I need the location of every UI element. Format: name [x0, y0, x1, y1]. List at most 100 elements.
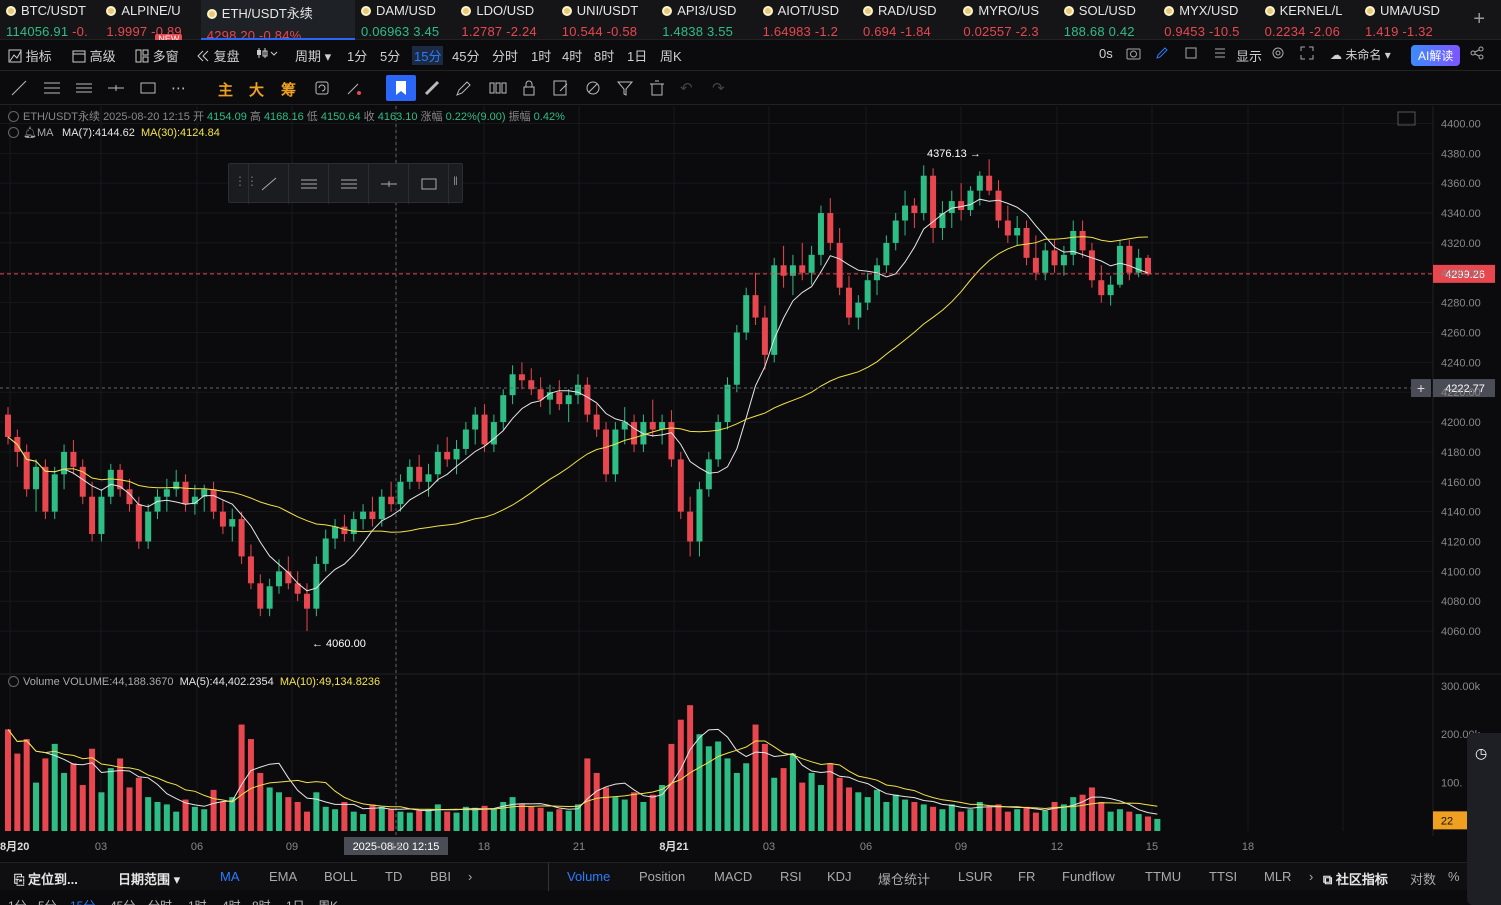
undo-icon[interactable]: ↶ — [680, 80, 693, 97]
candle-body[interactable] — [294, 583, 301, 594]
candle-body[interactable] — [724, 384, 731, 423]
candle-body[interactable] — [659, 422, 666, 430]
candle-body[interactable] — [715, 422, 722, 460]
candle-body[interactable] — [1023, 227, 1030, 258]
camera-icon[interactable] — [1126, 46, 1141, 61]
candle-body[interactable] — [827, 213, 834, 243]
candle-body[interactable] — [612, 429, 619, 475]
candle-body[interactable] — [490, 422, 497, 445]
bottom-period-6[interactable]: 4时 — [222, 897, 241, 905]
sub-ind-4[interactable]: KDJ — [827, 869, 852, 884]
collapse-icon[interactable] — [8, 676, 19, 687]
period-8[interactable]: 1日 — [627, 49, 648, 64]
collapse-icon[interactable] — [8, 111, 19, 122]
candle-body[interactable] — [61, 451, 68, 475]
ticker-tab-9[interactable]: MYRO/US 0.02557 -2.3 — [957, 0, 1058, 40]
float-rect-icon[interactable] — [408, 164, 448, 204]
main-ind-ema[interactable]: EMA — [269, 869, 298, 884]
candle-body[interactable] — [593, 414, 600, 430]
candle-body[interactable] — [556, 392, 563, 405]
sub-ind-3[interactable]: RSI — [780, 869, 802, 884]
candle-body[interactable] — [425, 474, 432, 482]
float-more-icon[interactable]: ‖ — [448, 164, 463, 204]
candle-body[interactable] — [780, 265, 787, 276]
candle-body[interactable] — [668, 422, 675, 460]
bottom-period-7[interactable]: 8时 — [252, 897, 271, 905]
candle-body[interactable] — [546, 392, 553, 400]
ticker-tab-7[interactable]: AIOT/USD 1.64983 -1.2 — [757, 0, 858, 40]
candle-body[interactable] — [705, 459, 712, 490]
candle-body[interactable] — [107, 469, 114, 497]
candle-body[interactable] — [902, 205, 909, 221]
sub-ind-9[interactable]: TTMU — [1145, 869, 1182, 884]
candle-body[interactable] — [1107, 284, 1114, 296]
price-chart[interactable]: 4299.26 4222.77 +2025-08-20 12:15 4376.13 →… — [0, 106, 1501, 861]
ticker-tab-2[interactable]: ETH/USDT永续 4298.20 -0.84% — [200, 0, 355, 40]
candle-body[interactable] — [528, 380, 535, 390]
candle-body[interactable] — [462, 429, 469, 449]
bottom-period-4[interactable]: 分时 — [148, 897, 172, 905]
candle-body[interactable] — [210, 489, 217, 512]
candle-body[interactable] — [836, 242, 843, 288]
replay-button[interactable]: 复盘 — [196, 46, 240, 65]
bottom-period-2[interactable]: 15分 — [70, 897, 95, 905]
candle-body[interactable] — [799, 265, 806, 273]
candle-body[interactable] — [5, 414, 11, 437]
indicators-button[interactable]: 指标 — [8, 46, 52, 65]
candle-body[interactable] — [603, 429, 610, 475]
layout-name-dropdown[interactable]: ☁ 未命名 ▾ — [1330, 46, 1391, 63]
float-parallel-icon[interactable] — [288, 164, 328, 204]
plus-icon[interactable]: + — [1417, 380, 1425, 396]
candle-body[interactable] — [817, 213, 824, 255]
candle-body[interactable] — [631, 422, 638, 445]
add-alert-button[interactable] — [1411, 379, 1431, 398]
locate-button[interactable]: ⎘ 定位到... — [14, 869, 78, 888]
ai-interpret-button[interactable]: AI解读 — [1411, 45, 1461, 66]
bottom-period-3[interactable]: 45分 — [110, 897, 135, 905]
expand-icon[interactable] — [1397, 111, 1416, 126]
candle-body[interactable] — [145, 511, 152, 542]
candle-body[interactable] — [135, 504, 142, 542]
display-button[interactable]: 显示 — [1236, 49, 1263, 64]
candle-body[interactable] — [173, 481, 180, 490]
main-ind-td[interactable]: TD — [385, 869, 403, 884]
trash-icon[interactable] — [648, 79, 666, 101]
period-7[interactable]: 8时 — [594, 49, 615, 64]
measure-icon[interactable] — [488, 79, 508, 101]
magnet-icon[interactable] — [584, 79, 602, 101]
candle-body[interactable] — [687, 511, 694, 542]
candle-body[interactable] — [369, 511, 376, 520]
candle-body[interactable] — [98, 496, 105, 535]
candle-body[interactable] — [845, 287, 852, 318]
ticker-tab-5[interactable]: UNI/USDT 10.544 -0.58 — [556, 0, 657, 40]
period-1[interactable]: 5分 — [380, 49, 401, 64]
period-4[interactable]: 分时 — [492, 49, 519, 64]
sub-ind-11[interactable]: MLR — [1264, 869, 1292, 884]
candle-body[interactable] — [696, 489, 703, 542]
float-fib-icon[interactable] — [328, 164, 368, 204]
main-ind-boll[interactable]: BOLL — [324, 869, 358, 884]
candle-body[interactable] — [257, 583, 264, 609]
sub-ind-6[interactable]: LSUR — [958, 869, 993, 884]
lock-icon[interactable] — [520, 79, 538, 101]
candle-body[interactable] — [958, 201, 965, 211]
candle-body[interactable] — [472, 414, 479, 430]
candle-body[interactable] — [304, 593, 311, 609]
period-dropdown[interactable]: 周期 ▾ — [295, 46, 331, 65]
candle-body[interactable] — [191, 496, 198, 505]
candle-body[interactable] — [89, 496, 96, 535]
main-inds-next-icon[interactable]: › — [468, 869, 473, 884]
candle-body[interactable] — [1126, 245, 1133, 273]
multi-window-button[interactable]: 多窗 — [135, 46, 179, 65]
candle-body[interactable] — [500, 395, 507, 423]
candle-body[interactable] — [808, 254, 815, 273]
ticker-tab-8[interactable]: RAD/USD 0.694 -1.84 — [857, 0, 958, 40]
layout-icon[interactable] — [1184, 46, 1198, 61]
candle-body[interactable] — [453, 448, 460, 460]
chart-type-button[interactable] — [256, 46, 278, 61]
fib-lines-icon[interactable] — [75, 79, 93, 101]
candle-body[interactable] — [743, 295, 750, 333]
candle-body[interactable] — [341, 526, 348, 535]
sub-ind-5[interactable]: 爆仓统计 — [878, 872, 931, 887]
candle-body[interactable] — [238, 519, 245, 557]
